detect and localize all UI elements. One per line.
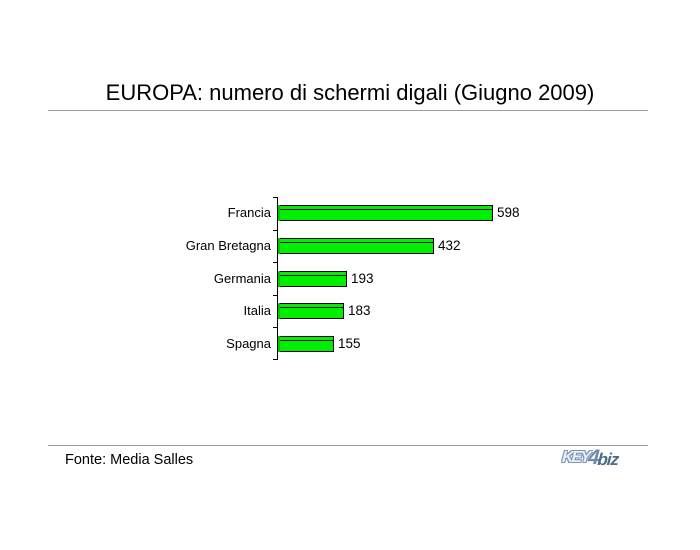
key4biz-logo: KEY4biz [561, 446, 619, 470]
page-title: EUROPA: numero di schermi digali (Giugno… [105, 80, 595, 105]
axis-tick [273, 359, 278, 360]
bar [278, 205, 493, 222]
bar-row: Gran Bretagna 432 [186, 235, 538, 257]
axis-tick [273, 327, 278, 328]
category-label: Francia [227, 205, 271, 221]
axis-tick [273, 230, 278, 231]
category-label: Gran Bretagna [185, 237, 271, 253]
value-label: 432 [438, 237, 461, 253]
bar-row: Italia 183 [244, 300, 538, 322]
source-text: Fonte: Media Salles [65, 452, 194, 468]
bar-row: Germania 193 [214, 268, 538, 290]
value-label: 183 [348, 303, 371, 319]
value-label: 193 [351, 270, 374, 286]
axis-tick [273, 295, 278, 296]
category-label: Italia [243, 303, 271, 319]
logo-key-text: KEY [561, 449, 590, 466]
category-label: Spagna [226, 335, 271, 351]
footer-divider [48, 445, 648, 446]
bar [278, 237, 434, 254]
title-divider [48, 110, 648, 111]
bar-row: Francia 598 [228, 202, 538, 224]
axis-tick [273, 262, 278, 263]
value-label: 155 [338, 335, 361, 351]
bar [278, 335, 334, 352]
bar-row: Spagna 155 [226, 333, 538, 355]
bar [278, 303, 344, 320]
axis-tick [273, 197, 278, 198]
bar-chart: Francia 598 Gran Bretagna 432 Germania 193 Ita… [186, 197, 538, 360]
value-label: 598 [497, 205, 520, 221]
logo-biz-text: biz [596, 450, 619, 469]
bar [278, 270, 347, 287]
category-label: Germania [213, 270, 271, 286]
